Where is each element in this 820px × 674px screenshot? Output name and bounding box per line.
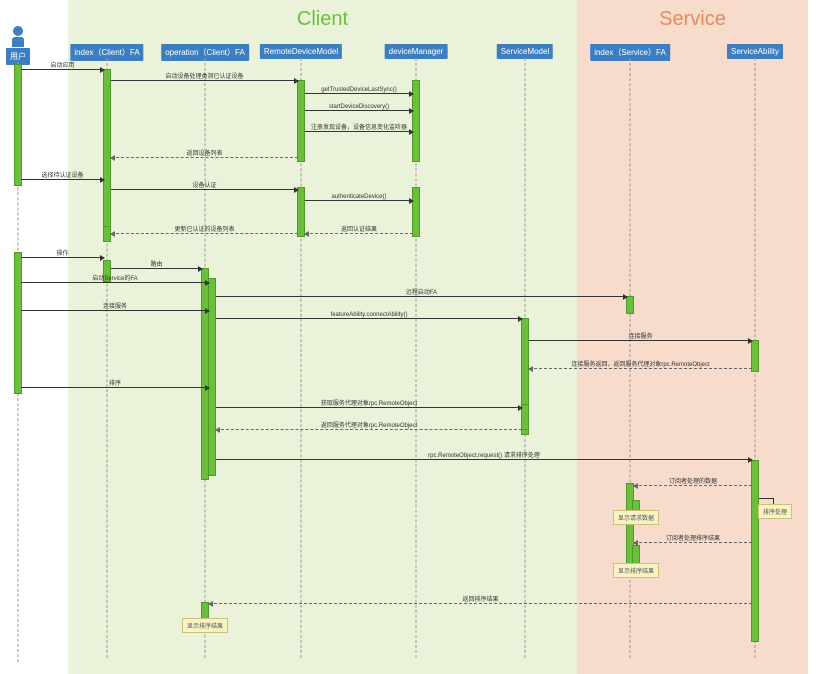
service-region: Service — [577, 0, 808, 674]
message-label-23: 订阅者处理的数据 — [669, 476, 717, 486]
lifeline-deviceManager: deviceManager — [385, 44, 448, 59]
note-1: 显示排序结果 — [613, 563, 659, 578]
message-25: 返回排序结果 — [209, 603, 752, 604]
message-3: startDeviceDiscovery() — [305, 110, 413, 111]
client-region-title: Client — [68, 0, 577, 31]
note-0: 显示请求数据 — [613, 510, 659, 525]
message-6: 选择待认证设备 — [21, 179, 104, 180]
message-label-7: 设备认证 — [192, 180, 216, 190]
message-label-8: authenticateDevice() — [331, 194, 386, 201]
lifeline-remoteModel: RemoteDeviceModel — [260, 44, 342, 59]
message-label-6: 选择待认证设备 — [41, 170, 83, 180]
message-label-2: getTrustedDeviceLastSync() — [321, 87, 396, 94]
message-label-25: 返回排序结果 — [462, 594, 498, 604]
message-9: 返回认证结果 — [305, 233, 413, 234]
activation-15 — [751, 460, 759, 642]
message-label-18: 连接服务返回，返回服务代理对象rpc.RemoteObject — [571, 359, 709, 369]
message-label-13: 启动Service的FA — [92, 273, 137, 283]
activation-5 — [297, 187, 305, 237]
message-5: 返回设备列表 — [111, 157, 298, 158]
activation-0 — [14, 64, 22, 186]
message-17: 连接服务 — [529, 340, 752, 341]
message-2: getTrustedDeviceLastSync() — [305, 93, 413, 94]
message-10: 更新已认证的设备列表 — [111, 233, 298, 234]
message-22: rpc.RemoteObject.request() 请求排序处理 — [216, 459, 752, 460]
message-label-17: 连接服务 — [628, 331, 652, 341]
message-18: 连接服务返回，返回服务代理对象rpc.RemoteObject — [529, 368, 752, 369]
message-label-20: 获取服务代理对象rpc.RemoteObject — [321, 398, 417, 408]
message-23: 订阅者处理的数据 — [634, 485, 752, 486]
message-label-16: featureAbility.connectAbility() — [331, 312, 408, 319]
message-0: 启动应用 — [21, 69, 104, 70]
message-label-10: 更新已认证的设备列表 — [174, 224, 234, 234]
message-label-12: 路由 — [150, 259, 162, 269]
message-11: 操作 — [21, 257, 104, 258]
message-label-21: 返回服务代理对象rpc.RemoteObject — [321, 420, 417, 430]
message-label-4: 注册发现设备，设备信息变化监听器 — [311, 122, 407, 132]
client-region: Client — [68, 0, 577, 674]
note-2: 显示排序结果 — [182, 618, 228, 633]
message-24: 订阅者处理排序结果 — [634, 542, 752, 543]
message-14: 远程启动FA — [216, 296, 627, 297]
message-1: 启动设备处理类测已认证设备 — [111, 80, 298, 81]
message-label-9: 返回认证结果 — [341, 224, 377, 234]
message-13: 启动Service的FA — [21, 282, 209, 283]
message-label-14: 远程启动FA — [406, 287, 437, 297]
activation-6 — [412, 187, 420, 237]
message-label-3: startDeviceDiscovery() — [329, 104, 389, 111]
message-label-11: 操作 — [56, 248, 68, 258]
message-8: authenticateDevice() — [305, 200, 413, 201]
message-19: 排序 — [21, 387, 209, 388]
lifeline-serviceAbility: ServiceAbility — [727, 44, 783, 59]
message-label-0: 启动应用 — [50, 60, 74, 70]
message-16: featureAbility.connectAbility() — [216, 318, 522, 319]
message-label-1: 启动设备处理类测已认证设备 — [165, 71, 243, 81]
message-21: 返回服务代理对象rpc.RemoteObject — [216, 429, 522, 430]
lifeline-serviceModel: ServiceModel — [497, 44, 553, 59]
activation-3 — [297, 80, 305, 162]
message-label-5: 返回设备列表 — [186, 148, 222, 158]
message-12: 路由 — [111, 268, 202, 269]
activation-7 — [14, 252, 22, 394]
service-region-title: Service — [577, 0, 808, 31]
activation-13 — [751, 340, 759, 372]
note-3: 排序处理 — [758, 504, 792, 519]
message-label-15: 连接服务 — [103, 301, 127, 311]
message-label-24: 订阅者处理排序结果 — [666, 533, 720, 543]
message-label-19: 排序 — [109, 378, 121, 388]
actor-icon — [12, 26, 24, 47]
message-4: 注册发现设备，设备信息变化监听器 — [305, 131, 413, 132]
message-20: 获取服务代理对象rpc.RemoteObject — [216, 407, 522, 408]
sequence-diagram: ClientService用户index（Client）FAoperation（… — [0, 0, 820, 674]
message-7: 设备认证 — [111, 189, 298, 190]
message-label-22: rpc.RemoteObject.request() 请求排序处理 — [428, 450, 540, 460]
message-15: 连接服务 — [21, 310, 209, 311]
